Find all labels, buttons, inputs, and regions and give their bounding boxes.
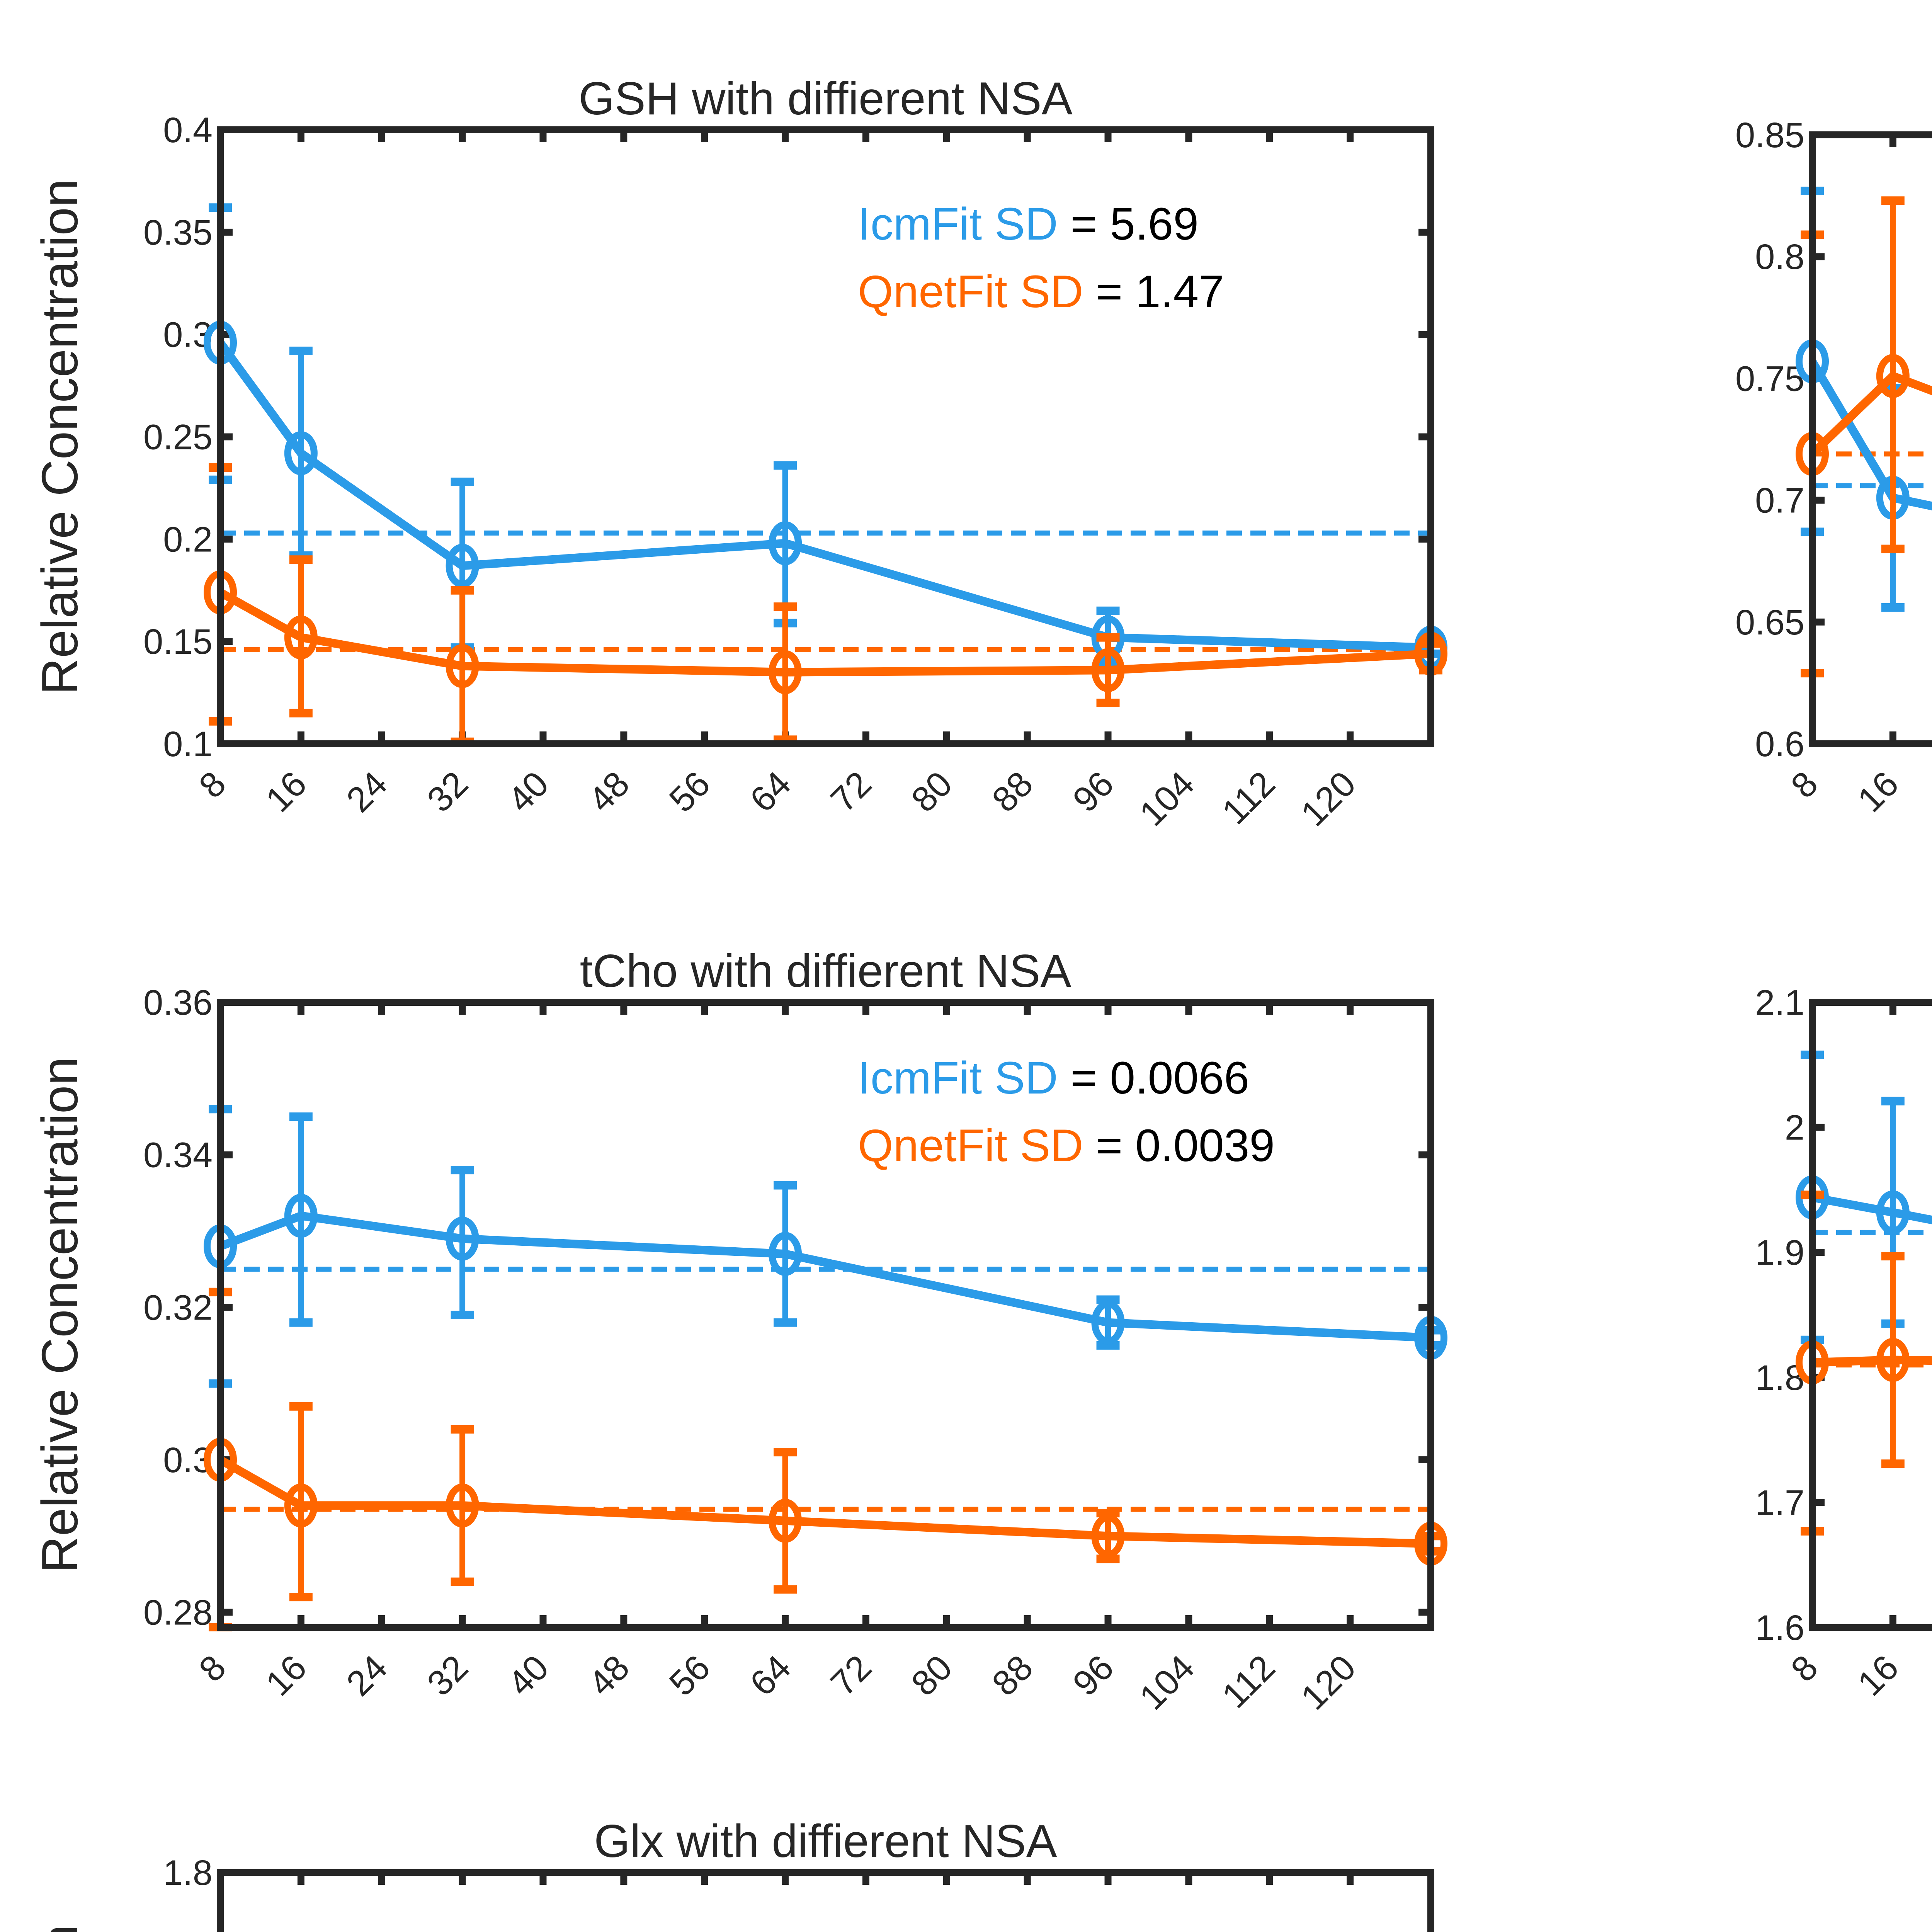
y-tick-label: 1.8: [163, 1853, 213, 1893]
y-tick-label: 0.32: [143, 1288, 213, 1327]
sd-label-icm: IcmFit SD: [858, 1053, 1058, 1104]
y-tick-label: 0.85: [1735, 116, 1804, 155]
y-tick-label: 0.7: [1755, 481, 1804, 520]
y-tick-label: 0.15: [143, 622, 213, 662]
y-tick-label: 0.4: [163, 111, 213, 150]
data-point-icm: [1876, 1190, 1910, 1235]
sd-value-icm: = 0.0066: [1058, 1053, 1249, 1104]
chart-title: tCho with diffierent NSA: [580, 945, 1071, 997]
y-tick-label: 0.35: [143, 213, 213, 252]
data-point-icm: [284, 431, 318, 475]
y-tick-label: 0.36: [143, 983, 213, 1022]
data-point-qnet: [1876, 354, 1910, 398]
data-point-icm: [446, 1216, 479, 1261]
series-line-icm: [1808, 359, 1932, 510]
data-point-qnet: [446, 644, 479, 688]
y-tick-label: 0.25: [143, 418, 213, 457]
chart-panel-tnaa: tNAA with diffierent NSANSA1.61.71.81.92…: [1755, 983, 1932, 1704]
y-tick-label: 2: [1785, 1108, 1804, 1148]
sd-label-qnet: QnetFit SD: [858, 1120, 1083, 1171]
chart-panel-glx: Glx with diffierent NSA Relative Concentr…: [31, 1815, 1434, 1932]
data-point-icm: [769, 1232, 802, 1276]
data-point-qnet: [769, 1498, 802, 1543]
data-point-icm: [1091, 1300, 1125, 1345]
sd-annotation-icm: IcmFit SD = 0.0066: [858, 1053, 1249, 1104]
y-axis-label: Relative Concentration: [31, 1057, 88, 1573]
data-point-icm: [446, 544, 479, 588]
chart-panel-mi: mI with diffierent NSA0.60.650.70.750.80…: [1735, 116, 1932, 820]
series-line-icm: [217, 340, 1431, 652]
y-axis-label: Relative Concentration: [31, 1925, 88, 1932]
data-point-qnet: [284, 615, 318, 660]
data-point-qnet: [769, 650, 802, 694]
data-point-qnet: [1876, 1338, 1910, 1382]
data-point-qnet: [1091, 648, 1125, 692]
y-tick-label: 1.6: [1755, 1608, 1804, 1648]
axes-frame: [1809, 131, 1932, 747]
y-tick-label: 0.6: [1755, 724, 1804, 764]
sd-annotation-qnet: QnetFit SD = 0.0039: [858, 1120, 1275, 1171]
y-axis-label: Relative Concentration: [31, 179, 88, 695]
y-tick-label: 2.1: [1755, 983, 1804, 1022]
y-tick-label: 1.7: [1755, 1483, 1804, 1522]
y-tick-label: 0.34: [143, 1136, 213, 1175]
y-tick-label: 0.8: [1755, 237, 1804, 277]
y-tick-label: 0.75: [1735, 359, 1804, 398]
chart-panel-gsh: GSH with diffierent NSA Relative Concentr…: [31, 73, 1447, 834]
data-point-icm: [769, 521, 802, 565]
x-tick-label: 24: [1931, 764, 1932, 820]
chart-title: GSH with diffierent NSA: [578, 73, 1072, 124]
data-point-qnet: [284, 1483, 318, 1528]
sd-value-qnet: = 0.0039: [1083, 1120, 1275, 1171]
sd-value-icm: = 5.69: [1058, 199, 1199, 250]
sd-label-qnet: QnetFit SD: [858, 266, 1083, 317]
y-tick-label: 0.65: [1735, 603, 1804, 642]
y-tick-label: 0.2: [163, 520, 213, 559]
y-tick-label: 0.28: [143, 1593, 213, 1633]
y-tick-label: 1.9: [1755, 1233, 1804, 1272]
sd-annotation-icm: IcmFit SD = 5.69: [858, 199, 1199, 250]
data-point-qnet: [1091, 1514, 1125, 1558]
axes-frame: [217, 126, 1434, 747]
sd-annotation-qnet: QnetFit SD = 1.47: [858, 266, 1224, 317]
chart-title: Glx with diffierent NSA: [594, 1815, 1057, 1867]
axes-frame: [217, 1869, 1434, 1932]
y-tick-label: 0.1: [163, 724, 213, 764]
data-point-qnet: [446, 1483, 479, 1528]
sd-value-qnet: = 1.47: [1083, 266, 1224, 317]
sd-label-icm: IcmFit SD: [858, 199, 1058, 250]
data-point-icm: [284, 1194, 318, 1238]
axes-frame: [1809, 999, 1932, 1631]
axes-frame: [217, 999, 1434, 1631]
x-tick-label: 24: [1931, 1648, 1932, 1703]
